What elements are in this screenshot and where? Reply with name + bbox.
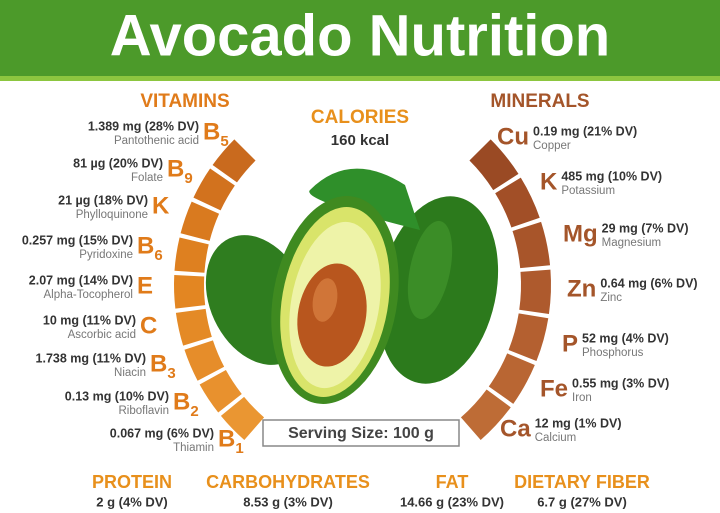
vitamin-symbol: B bbox=[150, 350, 167, 377]
vitamin-amount: 81 µg (20% DV) bbox=[73, 156, 163, 170]
vitamin-symbol: K bbox=[152, 192, 170, 219]
vitamin-symbol: B bbox=[218, 425, 235, 452]
mineral-arc-segment bbox=[488, 353, 535, 404]
vitamin-name: Pyridoxine bbox=[79, 249, 133, 261]
vitamin-name: Pantothenic acid bbox=[114, 135, 199, 147]
vitamin-name: Niacin bbox=[114, 367, 146, 379]
avocado-illustration bbox=[205, 168, 499, 404]
vitamin-arc-segment bbox=[184, 340, 225, 381]
mineral-amount: 0.64 mg (6% DV) bbox=[600, 276, 697, 290]
mineral-amount: 0.19 mg (21% DV) bbox=[533, 124, 637, 138]
vitamin-symbol: B bbox=[173, 388, 190, 415]
mineral-name: Copper bbox=[533, 140, 571, 152]
mineral-arc-segment bbox=[495, 177, 540, 228]
mineral-name: Potassium bbox=[561, 185, 615, 197]
macro-value: 2 g (4% DV) bbox=[96, 494, 168, 509]
serving-box bbox=[262, 419, 460, 447]
vitamin-subscript: 9 bbox=[184, 170, 192, 187]
vitamin-subscript: 2 bbox=[190, 403, 198, 420]
macro-label: DIETARY FIBER bbox=[514, 472, 650, 492]
serving-size: Serving Size: 100 g bbox=[288, 425, 434, 442]
calories-value: 160 kcal bbox=[331, 132, 389, 149]
vitamin-arc-segment bbox=[220, 396, 265, 440]
vitamin-amount: 0.067 mg (6% DV) bbox=[110, 426, 214, 440]
vitamin-symbol: B bbox=[167, 155, 184, 182]
mineral-arc-segment bbox=[512, 221, 551, 269]
header-strip bbox=[0, 76, 720, 81]
macro-label: FAT bbox=[436, 472, 469, 492]
vitamins-title: VITAMINS bbox=[140, 91, 229, 112]
macro-label: CARBOHYDRATES bbox=[206, 472, 370, 492]
mineral-arc-segment bbox=[519, 269, 551, 314]
vitamin-amount: 10 mg (11% DV) bbox=[43, 313, 136, 327]
mineral-arc-segment bbox=[508, 313, 549, 362]
minerals-title: MINERALS bbox=[490, 91, 589, 112]
vitamin-arc-segment bbox=[199, 370, 242, 413]
vitamin-amount: 21 µg (18% DV) bbox=[58, 193, 148, 207]
vitamin-symbol: C bbox=[140, 312, 157, 339]
vitamin-arc-segment bbox=[193, 168, 235, 211]
vitamin-arc-segment bbox=[174, 275, 206, 309]
mineral-name: Zinc bbox=[600, 292, 622, 304]
mineral-symbol: Cu bbox=[497, 123, 529, 150]
vitamin-subscript: 6 bbox=[154, 247, 162, 264]
vitamin-amount: 0.257 mg (15% DV) bbox=[22, 233, 133, 247]
vitamin-symbol: E bbox=[137, 272, 153, 299]
mineral-symbol: P bbox=[562, 330, 578, 357]
vitamin-symbol: B bbox=[137, 232, 154, 259]
calories-label: CALORIES bbox=[311, 107, 409, 128]
vitamin-amount: 1.389 mg (28% DV) bbox=[88, 119, 199, 133]
macro-value: 14.66 g (23% DV) bbox=[400, 494, 504, 509]
macro-value: 6.7 g (27% DV) bbox=[537, 494, 627, 509]
vitamin-subscript: 5 bbox=[220, 133, 228, 150]
vitamin-subscript: 3 bbox=[167, 365, 175, 382]
mineral-amount: 29 mg (7% DV) bbox=[602, 221, 689, 235]
macro-value: 8.53 g (3% DV) bbox=[243, 494, 333, 509]
mineral-symbol: Mg bbox=[563, 220, 598, 247]
mineral-amount: 12 mg (1% DV) bbox=[535, 416, 622, 430]
vitamin-name: Thiamin bbox=[173, 442, 214, 454]
mineral-amount: 0.55 mg (3% DV) bbox=[572, 376, 669, 390]
mineral-symbol: Ca bbox=[500, 415, 531, 442]
vitamin-amount: 2.07 mg (14% DV) bbox=[29, 273, 133, 287]
vitamin-name: Phylloquinone bbox=[76, 209, 148, 221]
vitamin-arc-segment bbox=[212, 139, 256, 183]
header-band bbox=[0, 0, 720, 76]
mineral-name: Calcium bbox=[535, 432, 577, 444]
vitamin-amount: 1.738 mg (11% DV) bbox=[36, 351, 146, 365]
vitamin-arc-segment bbox=[174, 237, 209, 273]
mineral-name: Phosphorus bbox=[582, 347, 644, 359]
vitamin-symbol: B bbox=[203, 118, 220, 145]
vitamin-amount: 0.13 mg (10% DV) bbox=[65, 389, 169, 403]
vitamin-subscript: 1 bbox=[235, 440, 243, 457]
vitamin-name: Ascorbic acid bbox=[68, 329, 136, 341]
mineral-symbol: K bbox=[540, 168, 558, 195]
mineral-arc-segment bbox=[460, 389, 511, 440]
mineral-symbol: Fe bbox=[540, 375, 568, 402]
vitamin-arc-segment bbox=[180, 201, 220, 241]
vitamin-arc-segment bbox=[175, 308, 212, 346]
vitamin-name: Riboflavin bbox=[119, 405, 170, 417]
header-title: Avocado Nutrition bbox=[110, 3, 611, 68]
vitamin-name: Alpha-Tocopherol bbox=[43, 289, 133, 301]
mineral-amount: 52 mg (4% DV) bbox=[582, 331, 669, 345]
mineral-name: Iron bbox=[572, 392, 592, 404]
mineral-amount: 485 mg (10% DV) bbox=[561, 169, 662, 183]
macro-label: PROTEIN bbox=[92, 472, 172, 492]
mineral-arc-segment bbox=[469, 139, 519, 191]
vitamin-name: Folate bbox=[131, 172, 163, 184]
mineral-name: Magnesium bbox=[602, 237, 661, 249]
mineral-symbol: Zn bbox=[567, 275, 596, 302]
